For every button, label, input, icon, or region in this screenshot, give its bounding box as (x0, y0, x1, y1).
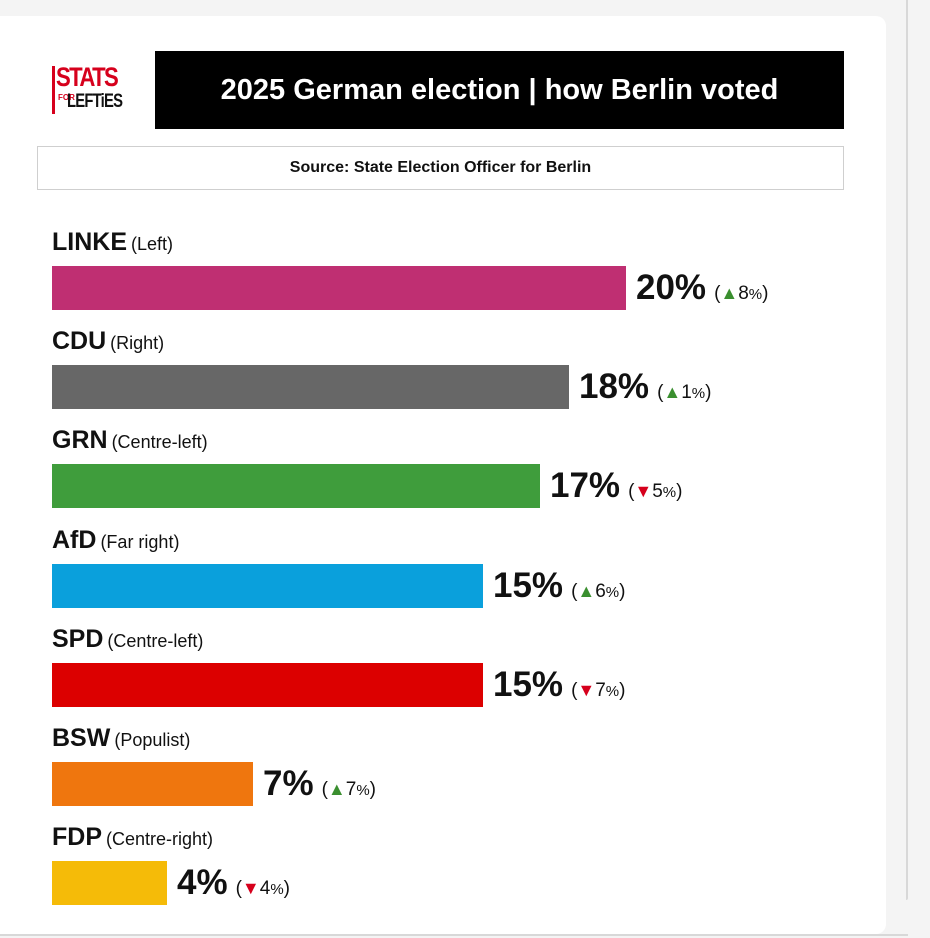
bar-fdp (52, 861, 167, 905)
party-label: BSW (Populist) (52, 724, 190, 753)
change-value: 5 (652, 481, 663, 502)
value-label: 15% (493, 665, 564, 704)
party-label: SPD (Centre-left) (52, 625, 203, 654)
value-label: 7% (263, 764, 314, 803)
change-value: 6 (595, 581, 606, 602)
change-label: (▲6%) (571, 581, 626, 602)
value-label-group: 4% (▼4%) (177, 863, 290, 903)
party-descriptor: (Populist) (114, 730, 191, 750)
change-value: 8 (738, 283, 749, 304)
change-value: 4 (259, 878, 271, 899)
party-descriptor: (Far right) (100, 532, 180, 552)
party-label: CDU (Right) (52, 327, 164, 356)
value-label: 17% (550, 466, 621, 505)
triangle-down-icon: ▼ (634, 481, 653, 501)
party-name: CDU (52, 327, 107, 355)
party-descriptor: (Centre-left) (111, 432, 208, 452)
party-name: SPD (52, 625, 104, 653)
party-name: LINKE (52, 228, 127, 256)
logo-bar (52, 66, 55, 114)
logo-for: FOR (58, 93, 75, 102)
bar-afd (52, 564, 483, 608)
value-label-group: 20% (▲8%) (636, 268, 768, 308)
bar-cdu (52, 365, 569, 409)
card-border-bottom (0, 934, 908, 936)
party-descriptor: (Centre-left) (107, 631, 204, 651)
bar-grn (52, 464, 540, 508)
party-name: GRN (52, 426, 108, 454)
value-label-group: 15% (▼7%) (493, 665, 625, 705)
party-label: AfD (Far right) (52, 526, 179, 555)
triangle-up-icon: ▲ (663, 382, 682, 402)
party-name: AfD (52, 526, 97, 554)
triangle-up-icon: ▲ (327, 779, 346, 799)
change-label: (▼4%) (235, 878, 290, 899)
party-label: LINKE (Left) (52, 228, 173, 257)
stats-for-lefties-logo: STATS FOR LEFTiES (52, 64, 128, 116)
triangle-down-icon: ▼ (577, 680, 596, 700)
value-label-group: 15% (▲6%) (493, 566, 625, 606)
change-label: (▲1%) (657, 382, 712, 403)
value-label: 18% (579, 367, 650, 406)
change-label: (▼5%) (628, 481, 683, 502)
bar-linke (52, 266, 626, 310)
change-label: (▲8%) (714, 283, 769, 304)
bar-spd (52, 663, 483, 707)
value-label: 4% (177, 863, 228, 902)
value-label: 15% (493, 566, 564, 605)
change-value: 7 (595, 680, 606, 701)
card-border-right (906, 0, 908, 900)
party-name: BSW (52, 724, 111, 752)
bar-bsw (52, 762, 253, 806)
value-label-group: 18% (▲1%) (579, 367, 711, 407)
logo-line1: STATS (56, 62, 119, 92)
party-descriptor: (Centre-right) (106, 829, 214, 849)
triangle-down-icon: ▼ (241, 878, 260, 898)
value-label: 20% (636, 268, 707, 307)
party-descriptor: (Left) (131, 234, 174, 254)
chart-title: 2025 German election | how Berlin voted (155, 51, 844, 129)
value-label-group: 7% (▲7%) (263, 764, 376, 804)
party-label: GRN (Centre-left) (52, 426, 208, 455)
party-descriptor: (Right) (110, 333, 165, 353)
party-label: FDP (Centre-right) (52, 823, 213, 852)
value-label-group: 17% (▼5%) (550, 466, 682, 506)
triangle-up-icon: ▲ (577, 581, 596, 601)
change-label: (▼7%) (571, 680, 626, 701)
chart-source: Source: State Election Officer for Berli… (37, 146, 844, 190)
logo-line2: LEFTiES (67, 91, 123, 112)
change-value: 1 (681, 382, 692, 403)
party-name: FDP (52, 823, 102, 851)
change-label: (▲7%) (321, 779, 376, 800)
change-value: 7 (345, 779, 357, 800)
triangle-up-icon: ▲ (720, 283, 739, 303)
